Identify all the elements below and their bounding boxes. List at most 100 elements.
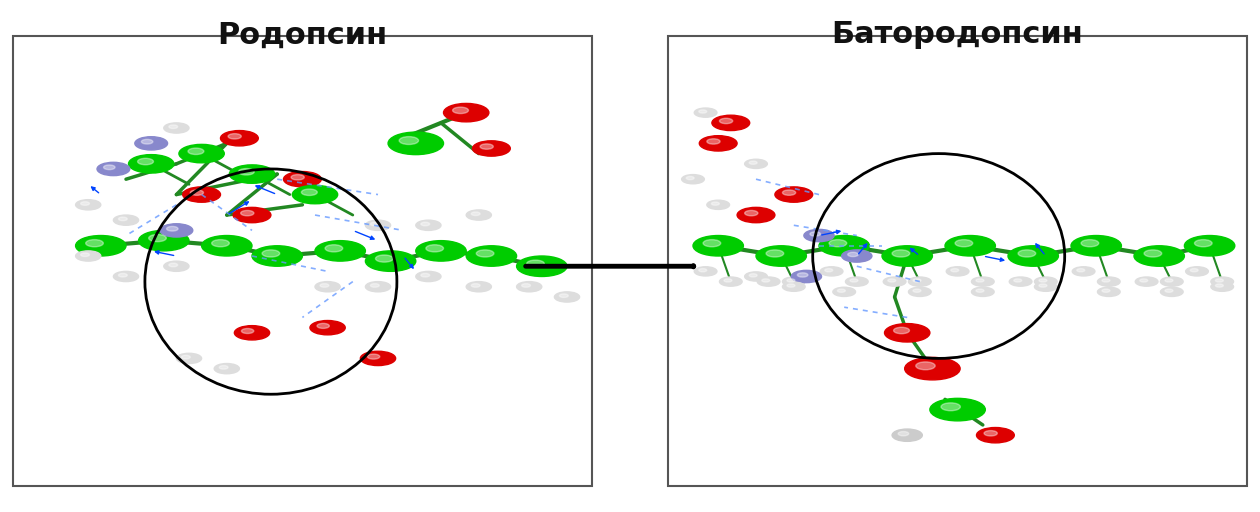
Circle shape (1102, 279, 1110, 282)
Circle shape (212, 240, 229, 247)
Circle shape (480, 144, 494, 150)
Circle shape (766, 250, 784, 257)
Circle shape (719, 118, 732, 123)
Circle shape (229, 165, 275, 183)
Circle shape (1194, 240, 1212, 247)
Circle shape (757, 277, 780, 286)
Circle shape (707, 200, 730, 209)
Circle shape (693, 236, 743, 256)
Circle shape (842, 250, 872, 262)
Circle shape (976, 428, 1014, 443)
Circle shape (452, 107, 469, 114)
Circle shape (426, 245, 444, 252)
Circle shape (370, 284, 379, 287)
Circle shape (466, 282, 491, 292)
Circle shape (234, 326, 270, 340)
Circle shape (798, 273, 808, 277)
Circle shape (416, 220, 441, 230)
Circle shape (782, 282, 805, 291)
Circle shape (1216, 279, 1223, 282)
Circle shape (946, 267, 969, 276)
Circle shape (712, 115, 750, 131)
Circle shape (703, 240, 721, 247)
Circle shape (882, 246, 932, 266)
Circle shape (325, 245, 343, 252)
Circle shape (699, 136, 737, 151)
Circle shape (848, 252, 858, 257)
Text: Батородопсин: Батородопсин (832, 20, 1084, 50)
Circle shape (682, 175, 704, 184)
Circle shape (984, 431, 998, 436)
Circle shape (118, 273, 127, 277)
Circle shape (220, 131, 258, 146)
Circle shape (318, 324, 329, 328)
Circle shape (76, 236, 126, 256)
Circle shape (559, 294, 568, 297)
Circle shape (1166, 289, 1173, 292)
Circle shape (113, 215, 139, 225)
Circle shape (838, 289, 845, 292)
Circle shape (416, 271, 441, 282)
Circle shape (745, 159, 767, 168)
Circle shape (181, 355, 190, 359)
Circle shape (421, 222, 430, 226)
Circle shape (750, 161, 757, 164)
Circle shape (905, 357, 960, 380)
Circle shape (517, 282, 542, 292)
FancyBboxPatch shape (13, 36, 592, 486)
Circle shape (699, 269, 707, 272)
Circle shape (365, 251, 416, 271)
Circle shape (176, 353, 202, 364)
Circle shape (908, 287, 931, 296)
Circle shape (930, 398, 985, 421)
Circle shape (183, 187, 220, 202)
Circle shape (1184, 236, 1235, 256)
Circle shape (908, 277, 931, 286)
Circle shape (315, 282, 340, 292)
Circle shape (1018, 250, 1036, 257)
Circle shape (444, 103, 489, 122)
Circle shape (238, 168, 255, 175)
Circle shape (775, 187, 813, 202)
Circle shape (76, 251, 101, 261)
Circle shape (914, 289, 921, 292)
Circle shape (1040, 284, 1047, 287)
Circle shape (139, 230, 189, 251)
Circle shape (1166, 279, 1173, 282)
Circle shape (169, 263, 178, 267)
Circle shape (81, 202, 89, 205)
Circle shape (712, 202, 719, 205)
Circle shape (242, 329, 253, 333)
Circle shape (804, 229, 834, 242)
Circle shape (1160, 287, 1183, 296)
Circle shape (1097, 277, 1120, 286)
Circle shape (885, 324, 930, 342)
Circle shape (782, 190, 796, 195)
Circle shape (169, 125, 178, 129)
Circle shape (466, 210, 491, 220)
Circle shape (315, 241, 365, 261)
Circle shape (262, 250, 280, 257)
Text: Родопсин: Родопсин (217, 20, 388, 50)
Circle shape (86, 240, 103, 247)
Circle shape (202, 236, 252, 256)
Circle shape (476, 250, 494, 257)
Circle shape (833, 287, 856, 296)
Circle shape (141, 139, 152, 144)
Circle shape (788, 284, 795, 287)
Circle shape (310, 321, 345, 335)
Circle shape (971, 277, 994, 286)
Circle shape (898, 432, 908, 436)
Circle shape (370, 222, 379, 226)
Circle shape (745, 210, 759, 216)
Circle shape (850, 279, 858, 282)
Circle shape (137, 158, 154, 165)
Circle shape (829, 240, 847, 247)
Circle shape (301, 189, 318, 196)
FancyBboxPatch shape (668, 36, 1247, 486)
Circle shape (819, 236, 869, 256)
Circle shape (368, 354, 379, 359)
Circle shape (527, 260, 544, 267)
Circle shape (517, 256, 567, 276)
Circle shape (1211, 282, 1234, 291)
